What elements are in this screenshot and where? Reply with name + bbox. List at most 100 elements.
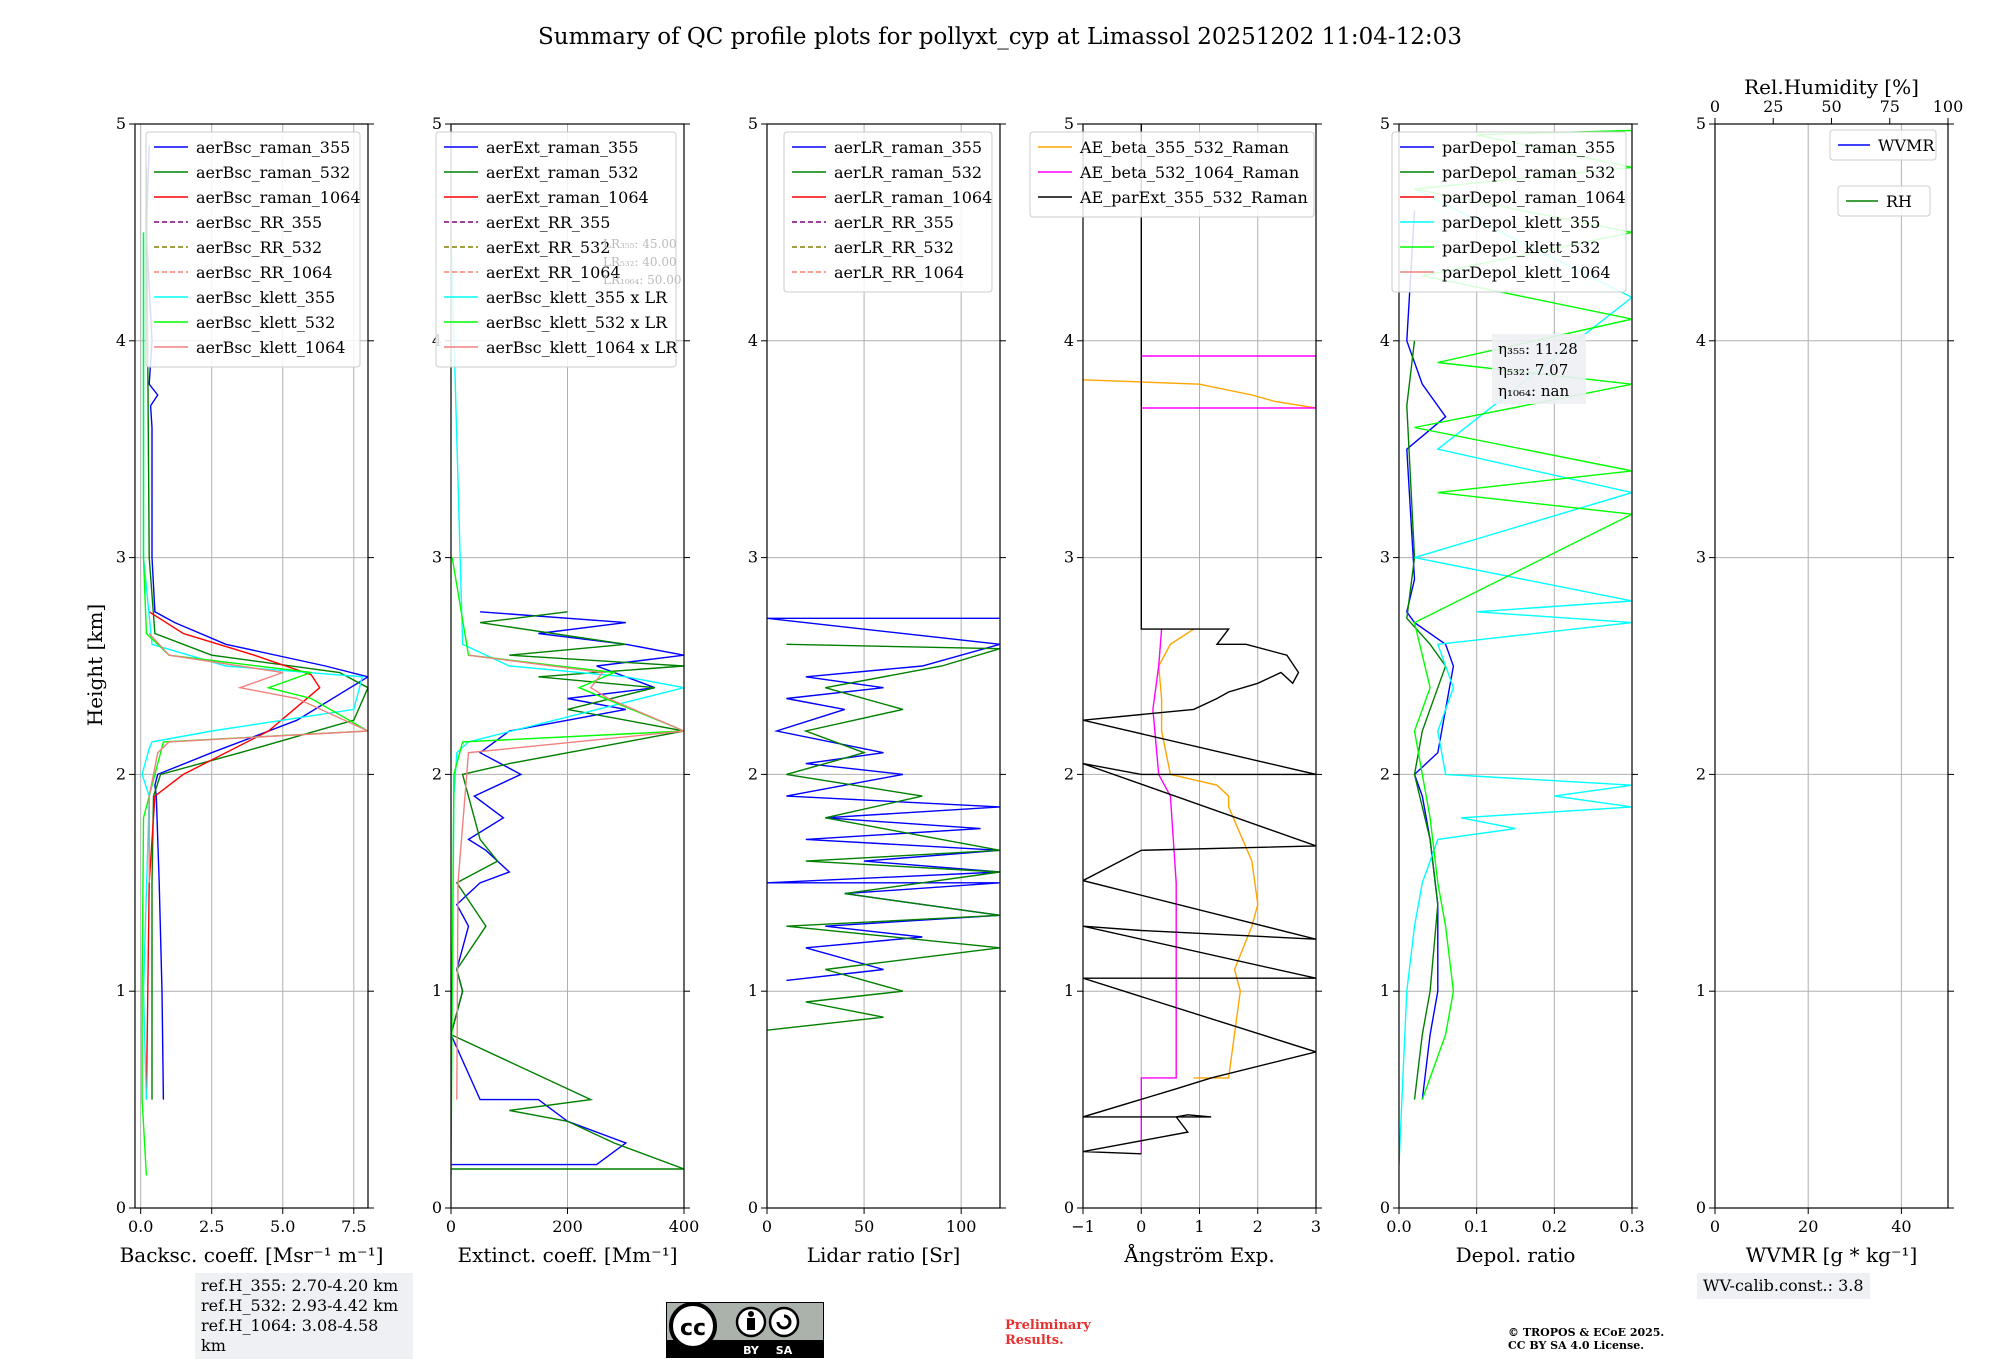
legend-label: AE_beta_532_1064_Raman [1079, 163, 1299, 182]
cc-license-badge: cc BY SA [666, 1302, 824, 1358]
y-tick-label: 5 [1064, 114, 1074, 133]
top-x-tick-label: 75 [1880, 97, 1900, 116]
series-aerBsc_klett_532 [141, 232, 368, 1176]
plot-frame [1398, 123, 1633, 1209]
preliminary-note: Preliminary Results. [1005, 1318, 1091, 1348]
copyright-line-1: © TROPOS & ECoE 2025. [1508, 1326, 1665, 1339]
series-parDepol_klett_355 [1399, 188, 1632, 1165]
ref-height-355: ref.H_355: 2.70-4.20 km [201, 1276, 399, 1295]
series-group [1083, 124, 1316, 1155]
y-tick-label: 2 [1064, 764, 1074, 783]
lr-annotation: LR₃₅₅: 45.00 [603, 237, 677, 251]
legend-label: aerBsc_klett_532 [196, 313, 335, 332]
legend-label: parDepol_raman_532 [1442, 163, 1615, 182]
attribution-icon-body [747, 1318, 755, 1330]
legend-label: aerBsc_klett_1064 [196, 338, 345, 357]
x-tick-label: 50 [854, 1217, 874, 1236]
y-tick-label: 4 [1380, 331, 1390, 350]
x-tick-label: 7.5 [341, 1217, 366, 1236]
x-tick-label: 3 [1311, 1217, 1321, 1236]
legend: aerLR_raman_355 aerLR_raman_532 aerLR_rama… [783, 131, 993, 293]
x-axis-label: Depol. ratio [1456, 1243, 1576, 1267]
y-tick-label: 0 [748, 1198, 758, 1217]
y-tick-label: 3 [1380, 548, 1390, 567]
x-tick-label: 0 [1710, 1217, 1720, 1236]
y-tick-label: 2 [1696, 764, 1706, 783]
ref-height-1064: ref.H_1064: 3.08-4.58 km [201, 1316, 379, 1355]
y-tick-label: 0 [1696, 1198, 1706, 1217]
legend-label: AE_beta_355_532_Raman [1079, 138, 1289, 157]
y-tick-label: 1 [1696, 981, 1706, 1000]
series-AE_beta_355_532_Raman [1157, 628, 1259, 1079]
legend-label: parDepol_klett_1064 [1442, 263, 1611, 282]
x-tick-label: 0.1 [1464, 1217, 1489, 1236]
series-aerBsc_raman_1064 [145, 611, 321, 1100]
series-aerExt_raman_532 [451, 611, 684, 1170]
x-axis-label: Extinct. coeff. [Mm⁻¹] [457, 1243, 677, 1267]
legend-label: aerExt_raman_355 [486, 138, 639, 157]
series-AE_beta_532_1064_Raman_top [1141, 355, 1316, 409]
preliminary-line-1: Preliminary [1005, 1318, 1091, 1333]
y-tick-label: 0 [432, 1198, 442, 1217]
panel-1: 0.0 2.5 5.0 7.5 0 1 2 3 4 5 Backsc. coeff. [Msr⁻¹ … [116, 114, 384, 1267]
x-axis-label: WVMR [g * kg⁻¹] [1746, 1243, 1918, 1267]
series-group [141, 145, 368, 1176]
x-tick-label: 2 [1253, 1217, 1263, 1236]
y-tick-label: 4 [1064, 331, 1074, 350]
plot-frame [766, 123, 1001, 1209]
cc-by-label: BY [743, 1344, 760, 1357]
series-aerBsc_klett_1064 x LR [456, 654, 684, 1100]
y-tick-label: 3 [116, 548, 126, 567]
legend-label: AE_parExt_355_532_Raman [1079, 188, 1308, 207]
y-tick-label: 0 [1380, 1198, 1390, 1217]
x-tick-label: 0 [446, 1217, 456, 1236]
series-aerBsc_raman_355 [145, 145, 368, 1100]
top-x-tick-label: 25 [1763, 97, 1783, 116]
y-tick-label: 3 [748, 548, 758, 567]
x-axis-label: Backsc. coeff. [Msr⁻¹ m⁻¹] [120, 1243, 384, 1267]
plot-frame [134, 123, 369, 1209]
y-tick-label: 1 [748, 981, 758, 1000]
legend-box [1837, 185, 1931, 217]
legend: WVMR RH [1829, 129, 1937, 217]
x-tick-label: 1 [1194, 1217, 1204, 1236]
series-group [767, 617, 1000, 1031]
cc-sa-label: SA [776, 1344, 793, 1357]
lr-annotation: LR₅₃₂: 40.00 [603, 255, 677, 269]
series-AE_parExt_355_532_Raman [1083, 124, 1316, 1155]
x-tick-label: 40 [1891, 1217, 1911, 1236]
legend-label: parDepol_raman_1064 [1442, 188, 1626, 207]
x-tick-label: 200 [552, 1217, 583, 1236]
legend-label: aerExt_raman_532 [486, 163, 639, 182]
legend-label: aerBsc_raman_532 [196, 163, 350, 182]
legend: parDepol_raman_355 parDepol_raman_532 parD… [1391, 131, 1627, 293]
legend-label: RH [1886, 192, 1912, 211]
ref-height-box: ref.H_355: 2.70-4.20 km ref.H_532: 2.93-… [195, 1273, 413, 1359]
series-AE_beta_532_1064_Raman [1140, 629, 1177, 1154]
eta-annotation: η₁₀₆₄: nan [1498, 382, 1569, 400]
y-tick-label: 2 [1380, 764, 1390, 783]
x-tick-label: 0.2 [1542, 1217, 1567, 1236]
eta-annotation: η₃₅₅: 11.28 [1498, 340, 1578, 358]
series-aerLR_raman_532 [767, 643, 1000, 1031]
legend: aerExt_raman_355 aerExt_raman_532 aerExt_r… [435, 131, 678, 368]
legend-label: aerLR_RR_355 [834, 213, 954, 232]
x-tick-label: 400 [669, 1217, 700, 1236]
legend-box [1829, 129, 1937, 161]
panel-2: 0200400012345Extinct. coeff. [Mm⁻¹]aerEx… [432, 114, 699, 1267]
legend-label: aerBsc_raman_1064 [196, 188, 361, 207]
ref-height-532: ref.H_532: 2.93-4.42 km [201, 1296, 399, 1315]
legend-label: aerExt_RR_1064 [486, 263, 621, 282]
legend-label: aerExt_RR_355 [486, 213, 610, 232]
y-tick-label: 2 [116, 764, 126, 783]
legend-label: aerBsc_klett_1064 x LR [486, 338, 678, 357]
lr-annotation: LR₁₀₆₄: 50.00 [603, 273, 681, 287]
x-tick-label: 5.0 [270, 1217, 295, 1236]
plot-frame [1714, 123, 1949, 1209]
x-axis-label: Lidar ratio [Sr] [807, 1243, 961, 1267]
y-tick-label: 5 [116, 114, 126, 133]
x-tick-label: −1 [1071, 1217, 1095, 1236]
y-tick-label: 5 [1696, 114, 1706, 133]
cc-logo-text: cc [680, 1316, 706, 1341]
